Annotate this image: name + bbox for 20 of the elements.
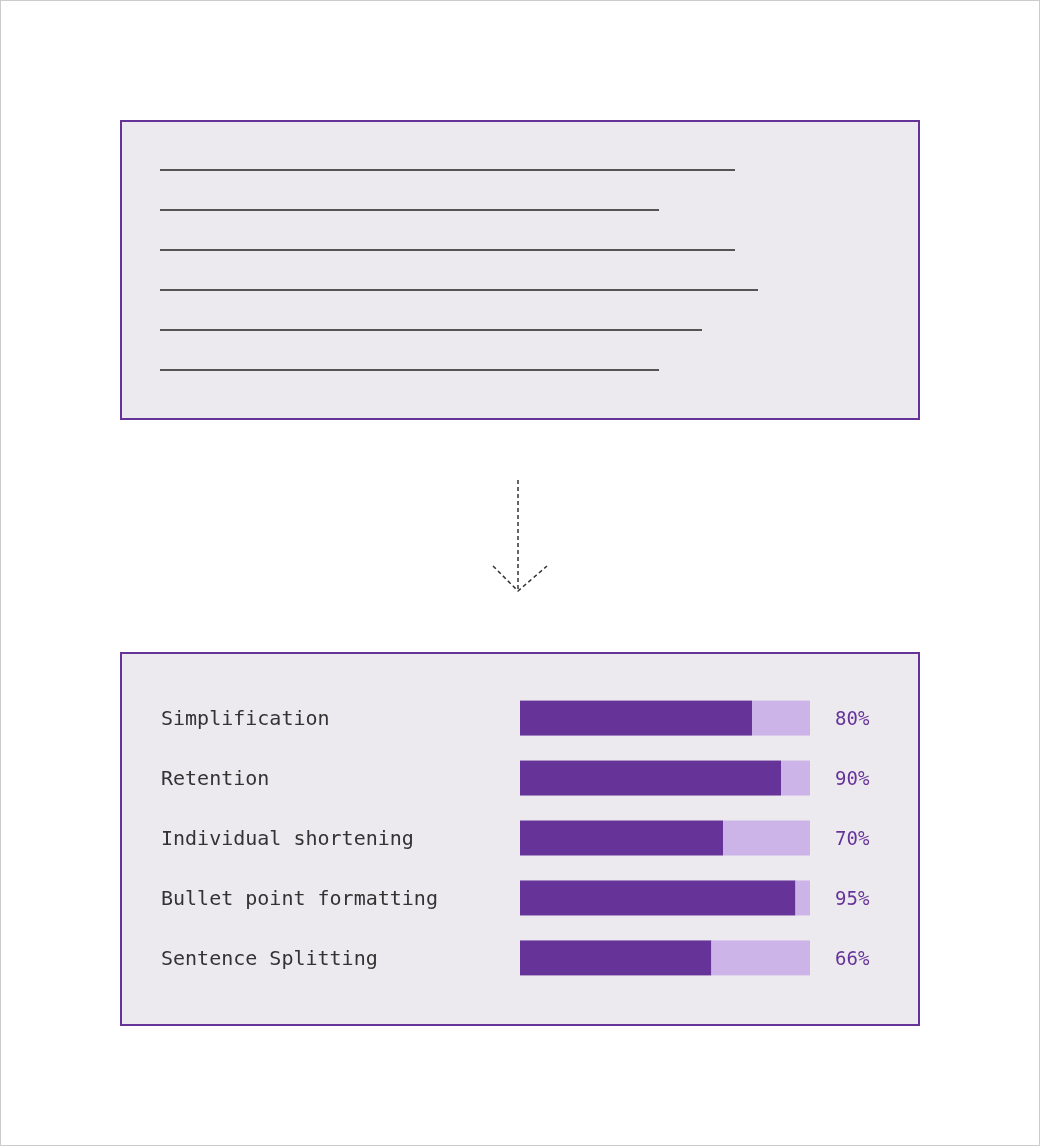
data-label: 70% [835,826,870,849]
data-label: 80% [835,706,870,729]
bar [520,820,723,856]
data-label: 90% [835,766,870,789]
bar [723,820,810,856]
data-label: 95% [835,886,870,909]
y-tick-label: Bullet point formatting [161,885,438,910]
y-tick-label: Simplification [161,706,330,731]
bar [520,880,796,916]
bar [520,940,712,976]
bar [711,940,810,976]
data-label: 66% [835,946,870,969]
y-tick-label: Sentence Splitting [161,945,378,970]
y-tick-label: Retention [161,766,270,791]
bar [752,700,810,736]
bar [795,880,810,916]
bar [781,760,810,796]
bar [520,760,781,796]
bar [520,700,752,736]
y-tick-label: Individual shortening [161,826,414,850]
